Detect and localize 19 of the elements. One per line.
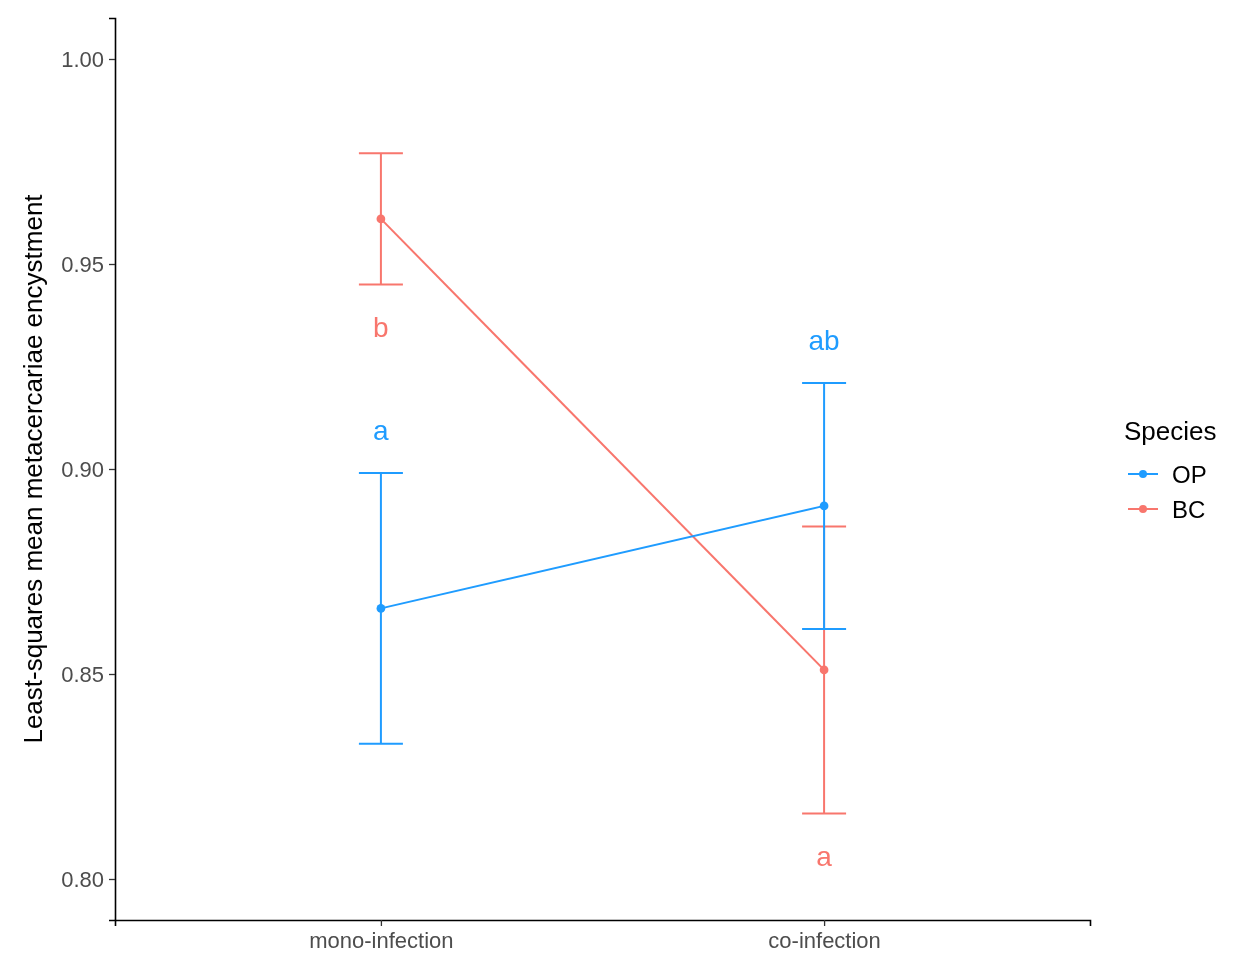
y-tick-label: 0.80 xyxy=(61,866,104,892)
point xyxy=(376,214,386,224)
y-axis-title: Least-squares mean metacercariae encystment xyxy=(18,193,48,744)
legend-label: OP xyxy=(1172,460,1207,488)
y-tick-label: 0.95 xyxy=(61,251,104,277)
x-tick-label: co-infection xyxy=(768,927,881,953)
annotation: b xyxy=(373,312,389,344)
point xyxy=(819,501,829,511)
legend-title: Species xyxy=(1124,416,1217,446)
annotation: a xyxy=(373,414,390,446)
annotation: ab xyxy=(808,324,840,356)
annotation: a xyxy=(816,841,833,873)
y-tick-label: 1.00 xyxy=(61,46,104,72)
legend-label: BC xyxy=(1172,495,1206,523)
point xyxy=(819,665,829,675)
point xyxy=(376,604,386,613)
y-tick-label: 0.85 xyxy=(61,661,104,687)
x-tick-label: mono-infection xyxy=(309,927,454,953)
y-tick-label: 0.90 xyxy=(61,456,104,482)
